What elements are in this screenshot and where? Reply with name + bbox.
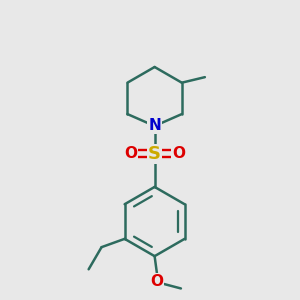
Text: N: N xyxy=(148,118,161,134)
Text: O: O xyxy=(150,274,164,289)
Text: O: O xyxy=(172,146,185,161)
Text: O: O xyxy=(124,146,137,161)
Text: S: S xyxy=(148,145,161,163)
